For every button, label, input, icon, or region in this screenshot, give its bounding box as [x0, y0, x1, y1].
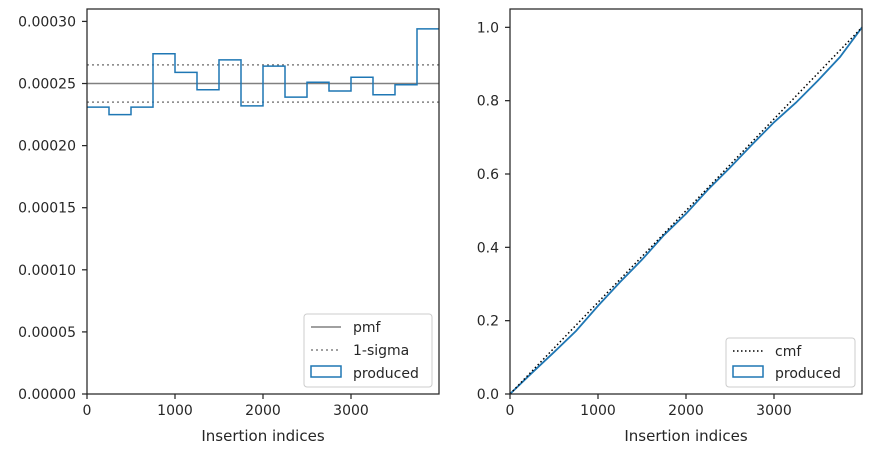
cumulative-panel: 0 1000 2000 3000 0.0 0.2 0.4 0.6 0.8 1.0 Inserti…	[477, 8, 863, 445]
x-tick-label: 3000	[333, 403, 369, 419]
legend: cmf produced	[725, 337, 856, 388]
series-line-cmf	[509, 26, 863, 395]
histogram-series	[87, 28, 439, 116]
y-tick-label: 0.2	[477, 314, 499, 330]
y-tick-label: 0.00030	[18, 14, 76, 30]
plot-frame	[509, 8, 863, 395]
series-line-produced	[509, 26, 863, 395]
y-axis-ticks: 0.0 0.2 0.4 0.6 0.8 1.0	[477, 20, 510, 403]
x-tick-label: 2000	[245, 403, 281, 419]
y-tick-label: 0.6	[477, 167, 499, 183]
y-tick-label: 0.00000	[18, 387, 76, 403]
histogram-panel: 0 1000 2000 3000 0.000000.000050.000100.000…	[18, 8, 440, 445]
x-tick-label: 2000	[668, 403, 704, 419]
y-tick-label: 0.00015	[18, 201, 76, 217]
x-axis-ticks: 0 1000 2000 3000	[506, 394, 792, 419]
y-tick-label: 0.00005	[18, 325, 76, 341]
x-axis-label: Insertion indices	[624, 427, 747, 445]
y-tick-label: 1.0	[477, 20, 499, 36]
legend-handle-produced	[310, 365, 342, 378]
cumulative-series	[509, 26, 863, 395]
x-axis-label: Insertion indices	[201, 427, 324, 445]
y-tick-label: 0.4	[477, 240, 499, 256]
legend-handle-produced	[732, 365, 764, 378]
x-tick-label: 0	[506, 403, 515, 419]
x-axis-ticks: 0 1000 2000 3000	[83, 394, 369, 419]
y-tick-label: 0.00025	[18, 77, 76, 93]
legend: pmf 1-sigma produced	[303, 313, 433, 388]
legend-label-produced: produced	[353, 366, 419, 382]
y-tick-label: 0.00020	[18, 139, 76, 155]
legend-label-pmf: pmf	[353, 320, 382, 336]
x-tick-label: 1000	[580, 403, 616, 419]
y-tick-label: 0.0	[477, 387, 499, 403]
legend-label-1-sigma: 1-sigma	[353, 343, 409, 359]
x-tick-label: 3000	[756, 403, 792, 419]
legend-label-cmf: cmf	[775, 344, 802, 360]
x-tick-label: 0	[83, 403, 92, 419]
legend-box	[303, 313, 433, 388]
y-tick-label: 0.00010	[18, 263, 76, 279]
y-axis-ticks: 0.00000 0.00005 0.00010 0.00015 0.00020 0.000…	[18, 14, 87, 403]
y-tick-label: 0.8	[477, 94, 499, 110]
histogram-steps-produced	[87, 28, 439, 116]
x-tick-label: 1000	[157, 403, 193, 419]
legend-label-produced: produced	[775, 366, 841, 382]
